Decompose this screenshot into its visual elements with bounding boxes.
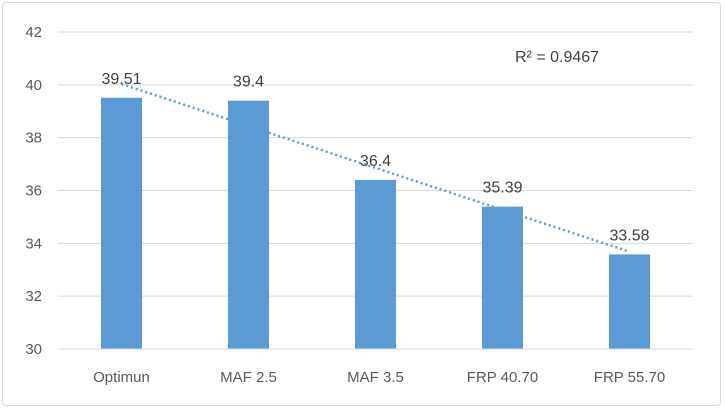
data-labels: 39.51 39.4 36.4 35.39 33.58	[101, 71, 649, 245]
x-tick-label: FRP 40.70	[467, 369, 538, 386]
data-label: 36.4	[360, 153, 391, 170]
bar	[355, 179, 396, 349]
x-tick-label: MAF 2.5	[220, 369, 277, 386]
y-axis: 30 32 34 36 38 40 42	[25, 24, 42, 358]
r-squared-label: R² = 0.9467	[515, 49, 599, 66]
y-tick-label: 34	[25, 235, 42, 252]
y-tick-label: 32	[25, 288, 42, 305]
bar	[609, 254, 650, 349]
data-label: 39.51	[101, 71, 141, 88]
y-tick-label: 40	[25, 77, 42, 94]
bar	[482, 206, 523, 349]
bar	[101, 97, 142, 349]
data-label: 33.58	[609, 227, 649, 244]
y-tick-label: 42	[25, 24, 42, 41]
y-tick-label: 30	[25, 341, 42, 358]
y-tick-label: 36	[25, 183, 42, 200]
trendline-line	[121, 82, 630, 253]
data-label: 39.4	[233, 74, 264, 91]
x-tick-label: MAF 3.5	[347, 369, 404, 386]
y-tick-label: 38	[25, 130, 42, 147]
x-tick-label: FRP 55.70	[594, 369, 665, 386]
bars	[101, 97, 650, 349]
bar	[228, 100, 269, 349]
trendline	[121, 82, 630, 253]
x-tick-label: Optimun	[93, 369, 150, 386]
x-axis: Optimun MAF 2.5 MAF 3.5 FRP 40.70 FRP 55.70	[58, 348, 693, 386]
data-label: 35.39	[482, 180, 522, 197]
